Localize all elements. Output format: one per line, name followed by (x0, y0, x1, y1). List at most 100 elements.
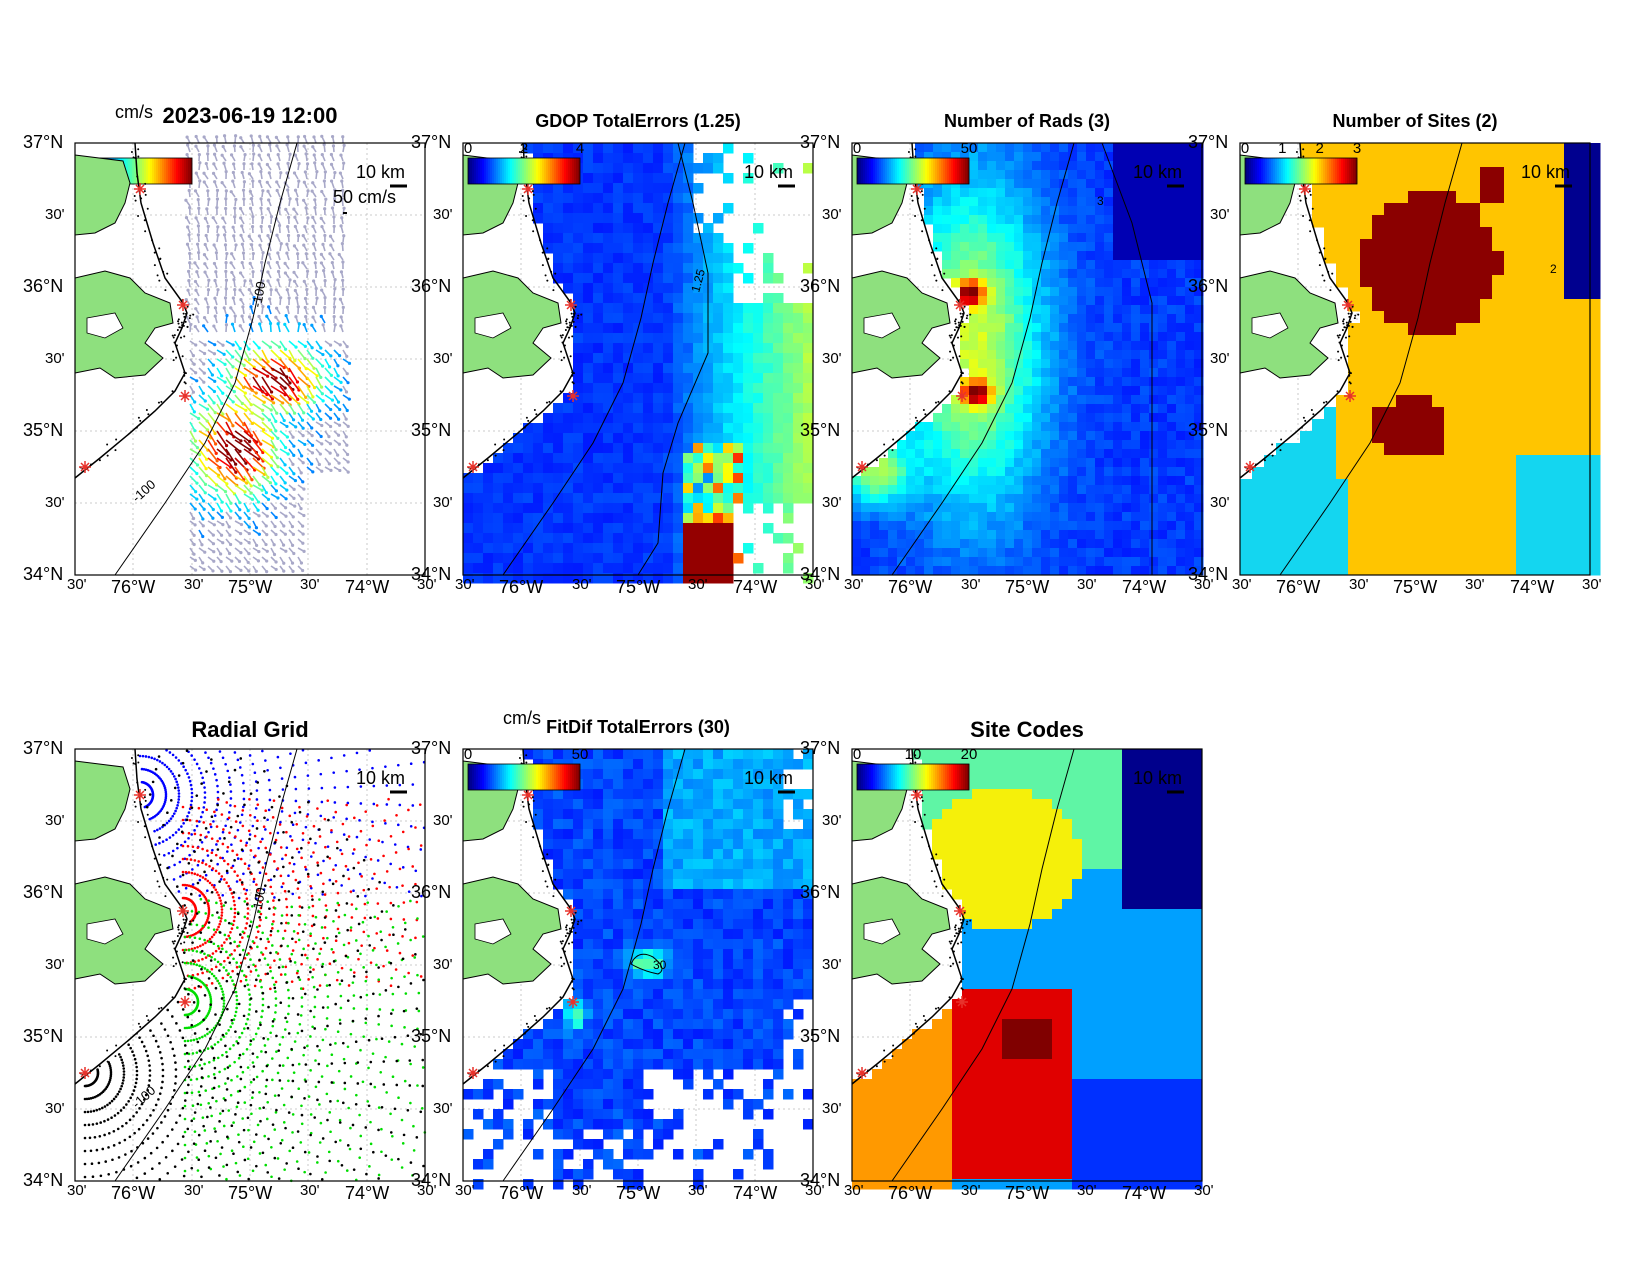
gdop-colorbar-tick: 2 (520, 140, 528, 157)
lon-tick-label: 75°W (228, 577, 273, 597)
lon-tick-label: 74°W (345, 1183, 390, 1203)
nsites-contour-label: 2 (1550, 262, 1557, 276)
lon-tick-label: 74°W (733, 577, 778, 597)
panel-title-sitecodes: Site Codes (970, 717, 1084, 742)
lon-tick-label: 30' (844, 1182, 864, 1199)
site-marker-icon (522, 183, 534, 195)
scale-bar-label: 10 km (356, 162, 405, 182)
lat-tick-label: 36°N (411, 882, 452, 902)
site-marker-icon (467, 461, 479, 473)
site-marker-icon (1342, 299, 1354, 311)
lon-tick-label: 75°W (228, 1183, 273, 1203)
site-marker-icon (134, 183, 146, 195)
gdop-contour-label: 1.25 (688, 267, 708, 293)
lat-tick-label: 35°N (23, 420, 64, 440)
site-marker-icon (1244, 461, 1256, 473)
fitdif-colorbar: 0 50 (464, 746, 588, 791)
lon-tick-label: 30' (1232, 576, 1252, 593)
panel-title-radialgrid: Radial Grid (191, 717, 309, 742)
lon-tick-label: 30' (184, 1182, 204, 1199)
site-marker-icon (79, 461, 91, 473)
lat-minor-tick-label: 30' (822, 956, 842, 973)
gdop-colorbar-tick: 4 (576, 140, 584, 157)
lat-tick-label: 36°N (800, 276, 841, 296)
lat-tick-label: 34°N (23, 1170, 64, 1190)
current-vectors (184, 134, 352, 574)
lat-tick-label: 35°N (411, 1026, 452, 1046)
lon-tick-label: 75°W (1005, 577, 1050, 597)
lon-tick-label: 30' (455, 576, 475, 593)
site-marker-icon (856, 1067, 868, 1079)
lon-tick-label: 74°W (345, 577, 390, 597)
nsites-colorbar-tick: 2 (1315, 140, 1323, 157)
lon-tick-label: 30' (844, 576, 864, 593)
lon-tick-label: 76°W (499, 577, 544, 597)
totals-field: 50 cm/s cm/s (79, 102, 396, 574)
site-marker-icon (1344, 390, 1356, 402)
sitecodes-field (852, 749, 1203, 1190)
lon-tick-label: 30' (1194, 1182, 1214, 1199)
nsites-field: 2 (1240, 143, 1601, 576)
nrads-colorbar-tick: 0 (853, 140, 861, 157)
lon-tick-label: 30' (1077, 1182, 1097, 1199)
lon-tick-label: 30' (805, 1182, 825, 1199)
vector-scale-label: 50 cm/s (333, 187, 396, 207)
fitdif-contour-label: 30 (653, 958, 667, 972)
sitecodes-colorbar: 0 10 20 (853, 746, 977, 791)
lon-tick-label: 30' (961, 1182, 981, 1199)
lat-tick-label: 34°N (411, 564, 452, 584)
lat-minor-tick-label: 30' (1210, 350, 1230, 367)
sitecodes-colorbar-tick: 0 (853, 746, 861, 763)
lat-minor-tick-label: 30' (433, 206, 453, 223)
map-panel-fitdif: 30 cm/s 0 50 10 km (462, 708, 814, 1190)
map-panel-totals: 50 cm/s cm/s -100 -100 10 km (74, 102, 426, 576)
lon-tick-label: 75°W (616, 1183, 661, 1203)
site-marker-icon (565, 905, 577, 917)
lat-minor-tick-label: 30' (822, 206, 842, 223)
lat-minor-tick-label: 30' (45, 956, 65, 973)
nsites-colorbar-tick: 0 (1241, 140, 1249, 157)
map-panel-sitecodes: 0 10 20 10 km (851, 746, 1203, 1190)
nsites-colorbar-tick: 1 (1278, 140, 1286, 157)
lon-tick-label: 30' (184, 576, 204, 593)
lat-minor-tick-label: 30' (45, 206, 65, 223)
lon-tick-label: 30' (1465, 576, 1485, 593)
nsites-colorbar: 0 1 2 3 (1241, 140, 1361, 185)
lat-minor-tick-label: 30' (1210, 494, 1230, 511)
panel-title-gdop: GDOP TotalErrors (1.25) (535, 111, 741, 131)
lon-tick-label: 30' (1582, 576, 1602, 593)
lon-tick-label: 30' (417, 576, 437, 593)
panel-title-totals: 2023-06-19 12:00 (162, 103, 338, 128)
panel-title-nsites: Number of Sites (2) (1332, 111, 1498, 131)
lon-tick-label: 30' (1194, 576, 1214, 593)
lon-tick-label: 74°W (1122, 1183, 1167, 1203)
lon-tick-label: 30' (961, 576, 981, 593)
lat-tick-label: 34°N (411, 1170, 452, 1190)
land-mask (74, 748, 195, 1085)
lon-tick-label: 75°W (1393, 577, 1438, 597)
scale-bar-label: 10 km (1521, 162, 1570, 182)
lat-tick-label: 35°N (1188, 420, 1229, 440)
lat-tick-label: 34°N (23, 564, 64, 584)
lat-minor-tick-label: 30' (822, 812, 842, 829)
lon-tick-label: 30' (805, 576, 825, 593)
lon-tick-label: 76°W (111, 1183, 156, 1203)
lat-minor-tick-label: 30' (45, 812, 65, 829)
gdop-colorbar-tick: 0 (464, 140, 472, 157)
lon-tick-label: 74°W (1122, 577, 1167, 597)
site-marker-icon (567, 996, 579, 1008)
gdop-colorbar: 0 2 4 (464, 140, 584, 185)
lat-tick-label: 36°N (23, 276, 64, 296)
scale-bar-label: 10 km (356, 768, 405, 788)
site-marker-icon (522, 789, 534, 801)
lat-tick-label: 34°N (800, 1170, 841, 1190)
nrads-colorbar-tick: 50 (961, 140, 978, 157)
lon-tick-label: 75°W (1005, 1183, 1050, 1203)
fitdif-field: 30 cm/s (463, 708, 814, 1190)
lat-tick-label: 36°N (800, 882, 841, 902)
lat-minor-tick-label: 30' (45, 350, 65, 367)
lon-tick-label: 30' (455, 1182, 475, 1199)
site-marker-icon (956, 390, 968, 402)
nrads-colorbar: 0 50 (853, 140, 978, 185)
isobath-label-upper: -100 (249, 886, 268, 914)
